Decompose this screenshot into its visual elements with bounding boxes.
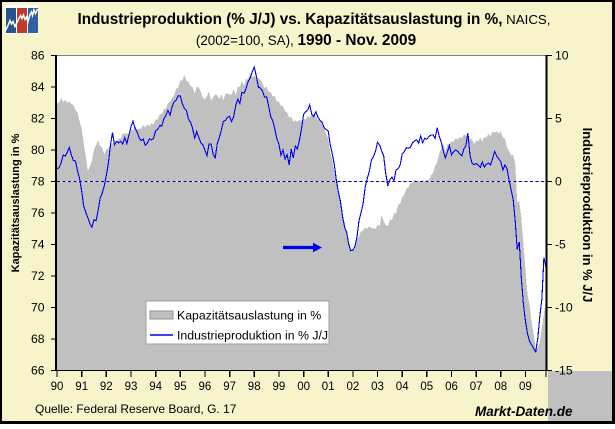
svg-text:76: 76	[31, 206, 45, 220]
svg-text:90: 90	[51, 381, 64, 393]
svg-text:-5: -5	[555, 238, 566, 252]
svg-text:97: 97	[223, 381, 236, 393]
svg-text:Markt-Daten.de: Markt-Daten.de	[475, 404, 573, 419]
svg-text:93: 93	[125, 381, 138, 393]
svg-text:98: 98	[248, 381, 261, 393]
svg-text:-15: -15	[555, 364, 573, 378]
svg-text:-10: -10	[555, 301, 573, 315]
svg-text:80: 80	[31, 143, 45, 157]
svg-text:06: 06	[445, 381, 458, 393]
svg-text:Industrieproduktion in % J/J: Industrieproduktion in % J/J	[177, 329, 328, 343]
svg-text:Kapazitätsauslastung in %: Kapazitätsauslastung in %	[10, 133, 22, 272]
svg-text:10: 10	[555, 49, 569, 63]
svg-text:66: 66	[31, 364, 45, 378]
svg-text:0: 0	[555, 175, 562, 189]
svg-text:08: 08	[494, 381, 507, 393]
svg-text:04: 04	[396, 381, 409, 393]
svg-text:68: 68	[31, 332, 45, 346]
svg-text:(2002=100, SA), 1990 - Nov. 20: (2002=100, SA), 1990 - Nov. 2009	[196, 32, 416, 49]
svg-text:Kapazitätsauslastung in %: Kapazitätsauslastung in %	[177, 309, 321, 323]
svg-text:Industrieproduktion in % J/J: Industrieproduktion in % J/J	[580, 128, 595, 303]
svg-text:99: 99	[273, 381, 286, 393]
svg-text:5: 5	[555, 112, 562, 126]
svg-text:02: 02	[347, 381, 360, 393]
svg-text:01: 01	[322, 381, 335, 393]
svg-text:Industrieproduktion (% J/J) vs: Industrieproduktion (% J/J) vs. Kapazitä…	[77, 11, 550, 28]
svg-text:09: 09	[519, 381, 532, 393]
svg-text:Quelle: Federal Reserve Board,: Quelle: Federal Reserve Board, G. 17	[35, 402, 237, 416]
svg-text:91: 91	[75, 381, 88, 393]
svg-text:00: 00	[297, 381, 310, 393]
svg-text:86: 86	[31, 49, 45, 63]
svg-text:84: 84	[31, 80, 45, 94]
svg-text:07: 07	[470, 381, 483, 393]
svg-text:78: 78	[31, 175, 45, 189]
svg-text:95: 95	[174, 381, 187, 393]
svg-text:05: 05	[420, 381, 433, 393]
svg-text:72: 72	[31, 269, 45, 283]
svg-text:82: 82	[31, 112, 45, 126]
svg-text:74: 74	[31, 238, 45, 252]
svg-text:96: 96	[199, 381, 212, 393]
svg-text:70: 70	[31, 301, 45, 315]
svg-text:92: 92	[100, 381, 113, 393]
svg-text:94: 94	[149, 381, 162, 393]
svg-text:03: 03	[371, 381, 384, 393]
